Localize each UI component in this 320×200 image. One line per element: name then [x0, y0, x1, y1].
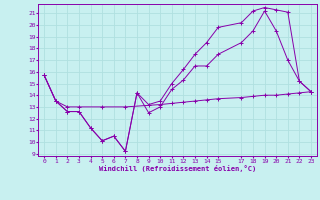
X-axis label: Windchill (Refroidissement éolien,°C): Windchill (Refroidissement éolien,°C)	[99, 165, 256, 172]
